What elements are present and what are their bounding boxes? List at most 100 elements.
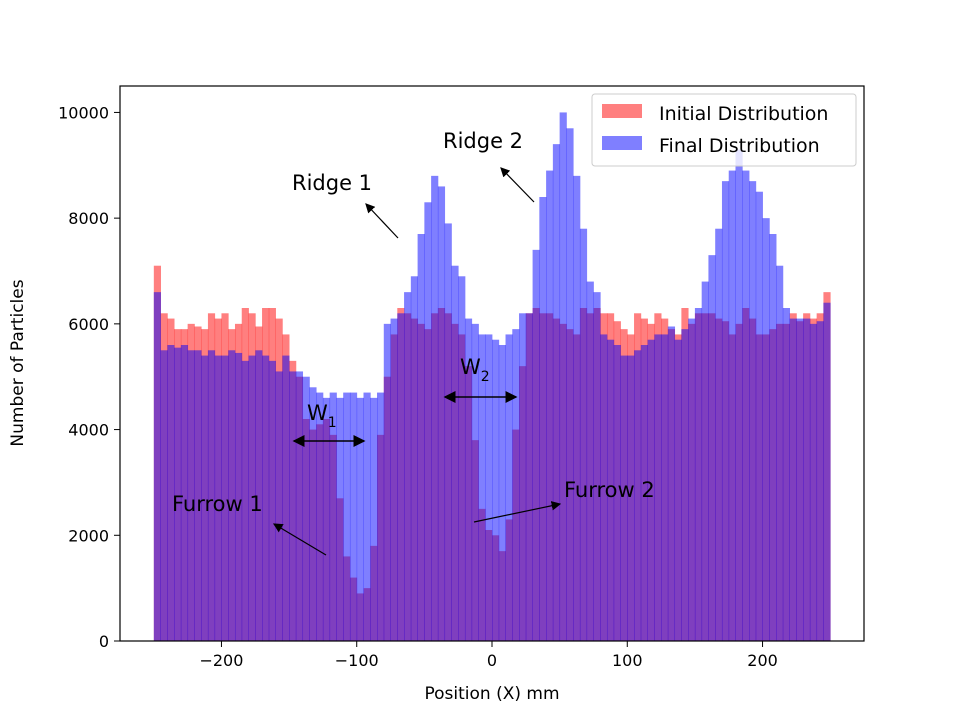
final-bar — [782, 308, 790, 641]
final-bar — [201, 355, 209, 641]
annotation-furrow-2: Furrow 2 — [564, 478, 655, 502]
final-bar — [485, 334, 493, 641]
final-bar — [383, 323, 391, 641]
final-bar — [606, 339, 615, 641]
final-bar — [512, 329, 520, 641]
x-tick-label: 0 — [487, 651, 497, 670]
final-bar — [681, 329, 689, 641]
final-bar — [464, 318, 473, 641]
final-bar — [424, 202, 432, 641]
final-bar — [160, 350, 168, 641]
final-bar — [654, 334, 662, 641]
final-bar — [397, 313, 405, 641]
final-distribution-bars — [153, 112, 831, 641]
final-bar — [295, 371, 304, 641]
final-bar — [762, 218, 770, 641]
y-axis-label: Number of Particles — [8, 279, 28, 446]
final-bar — [356, 397, 364, 641]
y-tick-label: 8000 — [68, 209, 109, 228]
x-axis-label: Position (X) mm — [424, 684, 559, 704]
annotation-width-2-sub: 2 — [481, 369, 490, 385]
annotation-width-1-letter: W — [307, 401, 328, 425]
final-bar — [796, 318, 804, 641]
final-bar — [789, 318, 797, 641]
final-bar — [600, 334, 608, 641]
final-bar — [316, 392, 324, 641]
final-bar — [525, 313, 533, 641]
final-bar — [282, 355, 290, 641]
final-bar — [437, 186, 446, 641]
final-bar — [370, 397, 378, 641]
final-bar — [505, 334, 513, 641]
final-bar — [302, 376, 310, 641]
final-bar — [721, 181, 730, 641]
final-bar — [620, 355, 628, 641]
final-bar — [174, 347, 182, 641]
annotation-width-1: W1 — [307, 401, 337, 431]
final-bar — [688, 318, 696, 641]
x-tick-label: 100 — [612, 651, 643, 670]
y-tick-label: 10000 — [58, 103, 109, 122]
final-bar — [715, 228, 723, 641]
legend-swatch-final — [602, 136, 642, 150]
final-bar — [349, 392, 358, 641]
final-bar — [803, 318, 811, 641]
final-bar — [749, 181, 757, 641]
final-bar — [309, 387, 317, 641]
final-bar — [336, 397, 344, 641]
final-bar — [735, 149, 743, 641]
final-bar — [329, 392, 337, 641]
final-bar — [816, 321, 824, 641]
annotation-width-1-sub: 1 — [328, 415, 337, 431]
final-bar — [627, 355, 635, 641]
x-tick-label: −100 — [335, 651, 379, 670]
final-bar — [234, 352, 243, 641]
final-bar — [634, 350, 642, 641]
final-bar — [573, 175, 581, 641]
y-tick-label: 4000 — [68, 421, 109, 440]
final-bar — [275, 371, 283, 641]
arrow-ridge-1 — [365, 203, 399, 239]
final-bar — [694, 308, 703, 641]
final-bar — [451, 265, 459, 641]
final-bar — [268, 360, 276, 641]
final-bar — [167, 345, 175, 641]
final-bar — [241, 360, 249, 641]
annotation-ridge-2: Ridge 2 — [443, 129, 523, 153]
final-bar — [248, 355, 256, 641]
legend-box — [591, 93, 857, 167]
final-bar — [728, 170, 736, 641]
arrow-ridge-2 — [500, 167, 535, 203]
x-tick-label: 200 — [747, 651, 778, 670]
final-bar — [458, 276, 466, 641]
final-bar — [667, 326, 676, 641]
final-bar — [661, 334, 669, 641]
final-bar — [519, 313, 527, 641]
final-bar — [640, 345, 648, 641]
final-bar — [194, 350, 202, 641]
final-bar — [769, 234, 777, 641]
legend-swatch-initial — [602, 104, 642, 118]
final-bar — [755, 191, 763, 641]
final-bar — [390, 318, 398, 641]
final-bar — [207, 350, 216, 641]
final-bar — [404, 292, 412, 641]
final-bar — [262, 355, 270, 641]
annotation-furrow-1: Furrow 1 — [172, 492, 263, 516]
annotation-width-2: W2 — [460, 355, 490, 385]
annotation-ridge-1: Ridge 1 — [292, 171, 372, 195]
final-bar — [255, 350, 263, 641]
final-bar — [539, 197, 547, 641]
final-bar — [444, 223, 452, 641]
final-bar — [417, 234, 425, 641]
legend-label-initial: Initial Distribution — [659, 103, 828, 125]
legend: Initial Distribution Final Distribution — [591, 93, 857, 167]
final-bar — [377, 392, 385, 641]
final-bar — [492, 339, 500, 641]
final-bar — [228, 350, 236, 641]
final-bar — [566, 128, 574, 641]
x-axis-ticks: −200 −100 0 100 200 — [199, 641, 778, 670]
final-bar — [214, 355, 222, 641]
final-bar — [431, 175, 439, 641]
final-bar — [187, 350, 195, 641]
